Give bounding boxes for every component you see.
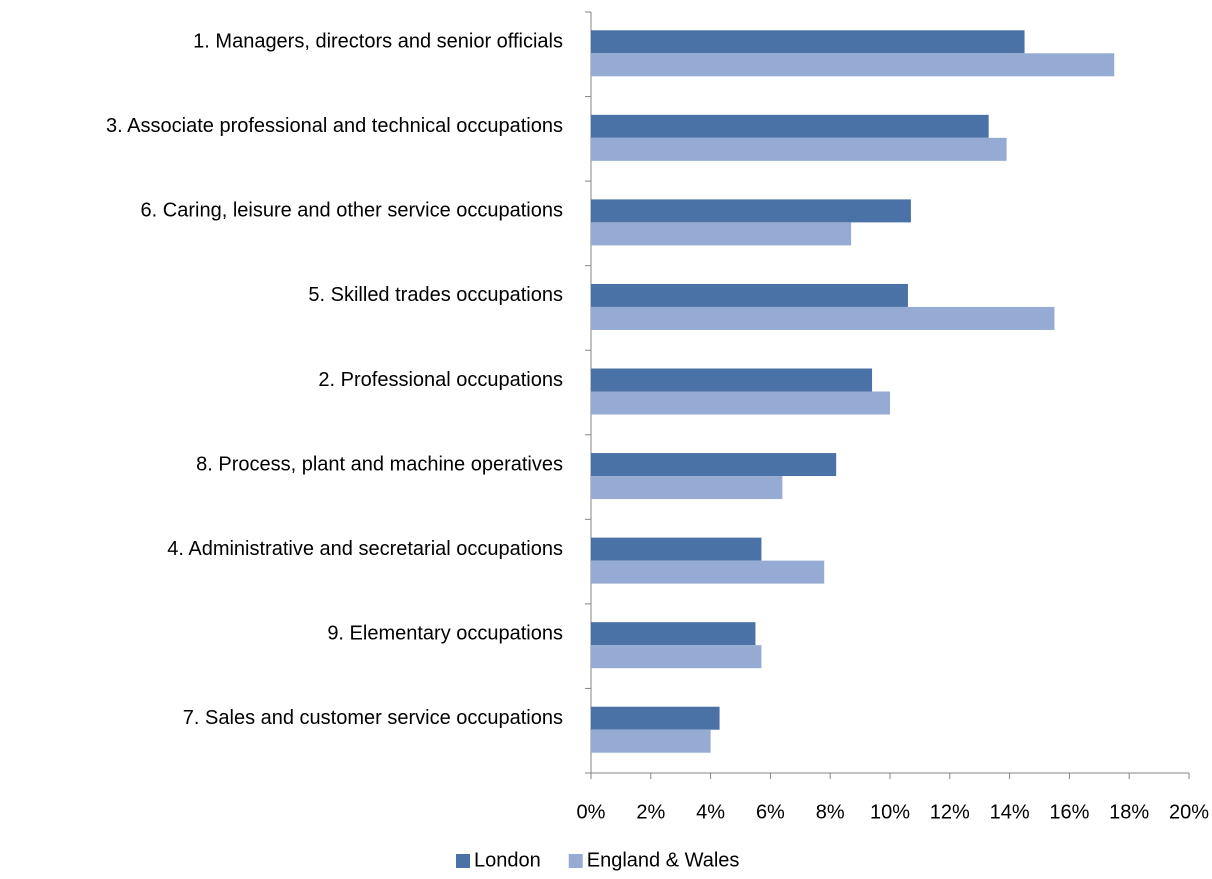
bar (591, 222, 852, 246)
legend-label: London (474, 849, 541, 871)
bar (591, 622, 756, 646)
bar (591, 560, 825, 584)
bar (591, 645, 762, 669)
bar (591, 476, 783, 500)
bar (591, 30, 1025, 54)
legend-label: England & Wales (587, 849, 740, 871)
x-tick-label: 10% (870, 801, 910, 823)
x-tick-label: 8% (816, 801, 845, 823)
category-label: 5. Skilled trades occupations (308, 284, 563, 306)
bar (591, 391, 890, 415)
category-label: 7. Sales and customer service occupation… (183, 707, 563, 729)
legend-swatch (568, 854, 583, 868)
x-tick-label: 18% (1109, 801, 1149, 823)
legend-swatch (456, 854, 470, 868)
bar (591, 283, 908, 307)
bar (591, 537, 762, 561)
x-tick-label: 14% (990, 801, 1030, 823)
x-tick-label: 16% (1049, 801, 1089, 823)
x-tick-label: 0% (577, 801, 606, 823)
category-label: 1. Managers, directors and senior offici… (193, 31, 563, 53)
category-label: 2. Professional occupations (318, 369, 563, 391)
x-tick-label: 2% (636, 801, 665, 823)
bar (591, 306, 1055, 330)
category-label: 8. Process, plant and machine operatives (196, 453, 563, 475)
bar (591, 199, 911, 223)
bar (591, 368, 873, 392)
bar (591, 137, 1007, 161)
x-tick-label: 6% (756, 801, 785, 823)
category-label: 9. Elementary occupations (327, 622, 563, 644)
x-tick-label: 12% (930, 801, 970, 823)
bar (591, 453, 837, 477)
x-tick-label: 4% (696, 801, 725, 823)
bar (591, 729, 711, 753)
category-label: 3. Associate professional and technical … (106, 115, 563, 137)
x-tick-label: 20% (1169, 801, 1209, 823)
category-label: 6. Caring, leisure and other service occ… (141, 200, 563, 222)
bar (591, 706, 720, 730)
category-label: 4. Administrative and secretarial occupa… (167, 538, 563, 560)
bar (591, 114, 989, 138)
bar (591, 53, 1115, 77)
